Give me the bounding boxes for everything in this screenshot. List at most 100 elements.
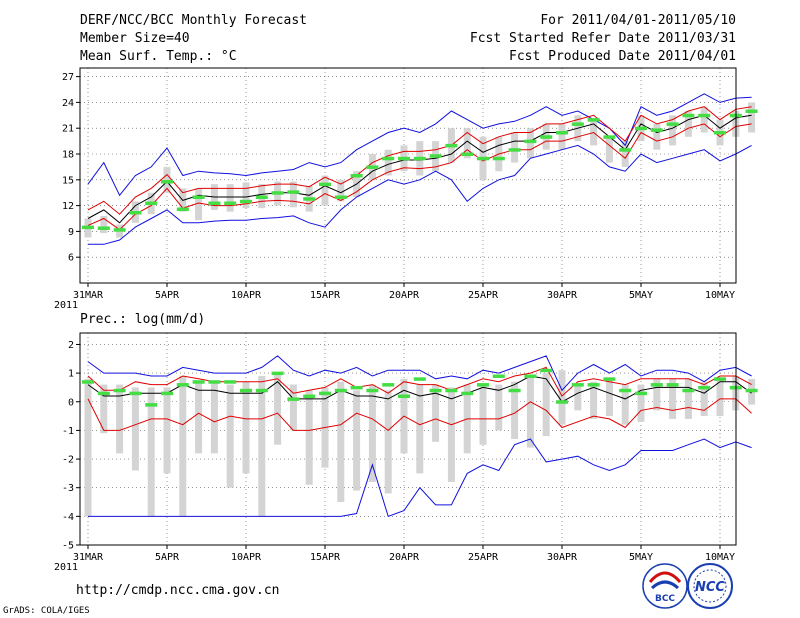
spread-bar: [305, 390, 313, 485]
observed-marker: [650, 128, 663, 132]
y-tick-label: 1: [68, 369, 74, 380]
spread-bar: [669, 378, 677, 419]
observed-marker: [334, 388, 347, 393]
observed-marker: [413, 377, 426, 381]
y-tick-label: 0: [68, 397, 74, 408]
x-tick-label: 15APR: [310, 290, 341, 301]
spread-bar: [131, 387, 139, 471]
refer-date: Fcst Started Refer Date 2011/03/31: [470, 31, 736, 46]
observed-marker: [682, 388, 695, 393]
observed-marker: [461, 152, 474, 156]
spread-bar: [558, 123, 566, 150]
observed-marker: [413, 156, 426, 161]
observed-marker: [603, 377, 616, 381]
ncc-logo: NCC: [687, 563, 733, 609]
grads-credit: GrADS: COLA/IGES: [3, 606, 90, 616]
figure-title: DERF/NCC/BCC Monthly Forecast: [80, 13, 307, 28]
observed-marker: [619, 388, 632, 393]
observed-marker: [287, 190, 300, 194]
spread-bar: [179, 375, 187, 517]
spread-bar: [526, 375, 534, 448]
observed-marker: [540, 368, 553, 373]
observed-marker: [587, 383, 600, 387]
observed-marker: [398, 394, 410, 399]
precipitation-panel: -5 -4 -3 -2 -1 0 1 2 31MAR 5APR 10APR 15APR 20APR 25A…: [54, 332, 758, 573]
observed-marker: [382, 383, 395, 387]
observed-marker: [556, 131, 568, 135]
upper-line: [87, 366, 752, 397]
observed-marker: [113, 388, 126, 393]
spread-bar: [684, 111, 692, 137]
spread-bar: [195, 188, 203, 221]
max-line: [87, 93, 752, 197]
x-tick-label: 31MAR: [73, 290, 104, 301]
observed-marker: [366, 388, 379, 393]
observed-marker: [650, 383, 663, 387]
variable-label: Mean Surf. Temp.: °C: [80, 49, 237, 64]
spread-bar: [242, 182, 250, 209]
temperature-panel: 6 9 12 15 18 21 24 27 31MAR 5APR 10APR 15APR 20APR 25…: [54, 67, 758, 311]
observed-marker: [319, 182, 331, 187]
observed-marker: [745, 388, 758, 393]
observed-marker: [445, 388, 458, 393]
observed-marker: [176, 207, 189, 212]
observed-marker: [350, 174, 363, 178]
spread-bar: [511, 381, 519, 439]
observed-marker: [477, 156, 489, 161]
observed-marker: [398, 156, 410, 161]
spread-bar: [384, 390, 392, 494]
y-tick-label: 18: [62, 150, 74, 161]
observed-marker: [745, 109, 758, 113]
y-tick-label: 12: [62, 201, 74, 212]
spread-bar: [432, 384, 440, 442]
x-tick-label: 30APR: [547, 290, 578, 301]
spread-bar: [621, 384, 629, 425]
observed-marker: [698, 113, 711, 118]
x-tick-label: 10APR: [231, 552, 262, 563]
observed-marker: [556, 400, 568, 404]
produced-date: Fcst Produced Date 2011/04/01: [509, 49, 736, 64]
spread-bar: [337, 179, 345, 202]
observed-marker: [508, 148, 521, 152]
spread-bar: [147, 387, 155, 517]
observed-marker: [255, 195, 268, 199]
spread-bar: [100, 384, 108, 434]
spread-bar: [384, 149, 392, 176]
observed-marker: [113, 228, 126, 232]
spread-bar: [463, 128, 471, 159]
observed-marker: [303, 394, 316, 399]
observed-marker: [255, 388, 268, 393]
observed-marker: [287, 397, 300, 401]
bcc-logo-text: BCC: [655, 594, 675, 604]
spread-bar: [574, 384, 582, 411]
x-tick-label: 15APR: [310, 552, 341, 563]
y-tick-label: -4: [62, 512, 74, 523]
lower-line: [87, 398, 752, 432]
y-tick-label: 21: [62, 124, 74, 135]
observed-marker: [571, 383, 584, 387]
spread-bar: [669, 115, 677, 146]
spread-bar: [637, 384, 645, 422]
observed-marker: [161, 180, 173, 184]
observed-marker: [666, 122, 679, 126]
spread-bar: [210, 381, 218, 454]
observed-marker: [540, 135, 553, 139]
observed-marker: [240, 199, 252, 204]
spread-bar: [621, 141, 629, 167]
x-tick-label: 20APR: [389, 552, 420, 563]
observed-marker: [366, 165, 379, 169]
year-label: 2011: [54, 300, 78, 311]
plot-frame: [79, 67, 737, 284]
x-tick-label: 31MAR: [73, 552, 104, 563]
spread-bar: [163, 166, 171, 193]
observed-marker: [97, 226, 110, 230]
spread-bar: [116, 384, 124, 454]
spread-bar: [590, 381, 598, 419]
upper-line: [87, 106, 752, 215]
observed-marker: [334, 195, 347, 199]
forecast-period: For 2011/04/01-2011/05/10: [540, 13, 736, 28]
x-tick-label: 5MAY: [629, 290, 653, 301]
observed-marker: [635, 391, 647, 396]
spread-bar: [84, 378, 92, 517]
